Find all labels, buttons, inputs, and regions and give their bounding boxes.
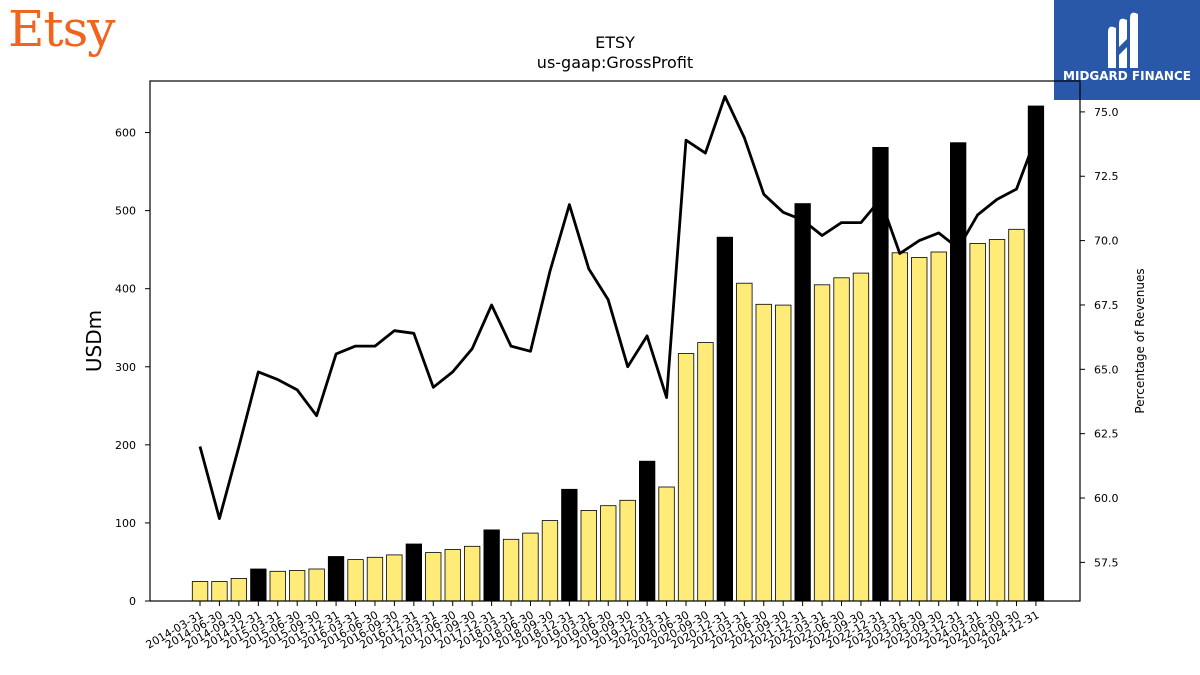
chart-title: ETSY [595,33,635,52]
y2-tick-label: 60.0 [1094,492,1119,505]
bar-2018-12-31 [561,488,578,602]
y-tick-label: 400 [115,283,136,296]
bar-2024-06-30 [988,239,1006,602]
bar-2020-09-30 [697,342,714,602]
bar-2021-09-30 [775,304,792,602]
bar-2018-03-31 [502,538,520,602]
bar-2023-09-30 [930,251,947,602]
y2-tick-label: 62.5 [1094,428,1119,441]
bar-2019-06-30 [600,505,617,602]
bar-2022-03-31 [813,284,831,602]
bar-2014-12-31 [250,568,267,602]
bar-2024-09-30 [1008,228,1025,602]
y-tick-label: 100 [115,517,136,530]
bar-2015-09-30 [308,568,325,602]
bar-2017-09-30 [463,545,481,602]
bar-2019-03-31 [580,509,597,602]
bar-2019-09-30 [619,499,636,602]
bar-2024-03-31 [969,242,986,602]
bar-2014-03-31 [191,581,209,602]
right-y-axis: 57.5 60.0 62.5 65.0 67.5 70.0 72.5 75.0 [1080,106,1119,569]
bar-2023-06-30 [911,257,928,602]
partner-name: MIDGARD FINANCE [1063,69,1191,83]
bar-2016-09-30 [386,554,403,602]
y2-tick-label: 65.0 [1094,363,1119,376]
y-tick-label: 200 [115,439,136,452]
bar-2023-12-31 [950,142,967,602]
bar-2016-12-31 [405,543,423,602]
y-tick-label: 300 [115,361,136,374]
bar-2021-03-31 [736,282,753,602]
bar-2020-06-30 [677,353,695,602]
bar-2021-06-30 [755,303,772,602]
percentage-line-series [198,95,1038,520]
plot-frame [149,80,1081,602]
y2-tick-label: 70.0 [1094,235,1119,248]
bar-2016-06-30 [366,556,384,602]
y-tick-label: 600 [115,127,136,140]
bar-2022-09-30 [852,272,870,602]
bar-2020-12-31 [716,236,733,602]
y-axis-label: USDm [82,310,106,372]
bar-2024-12-31 [1027,105,1045,602]
bar-2018-06-30 [522,532,539,602]
midgard-finance-logo: MIDGARD FINANCE [1054,0,1200,100]
bar-2021-12-31 [794,203,811,602]
bar-2014-06-30 [211,581,228,602]
etsy-logo: Etsy [8,0,115,58]
y2-tick-label: 72.5 [1094,170,1119,183]
percentage-line [198,95,1038,520]
bar-2017-12-31 [483,529,500,602]
bar-2015-03-31 [269,570,286,602]
bar-2017-06-30 [444,549,461,602]
bar-2019-12-31 [639,460,656,602]
bar-2017-03-31 [425,552,442,602]
chart-subtitle: us-gaap:GrossProfit [537,53,693,72]
bar-2014-09-30 [230,578,248,602]
bar-2018-09-30 [541,520,559,602]
y-tick-label: 0 [129,595,136,608]
bar-2016-03-31 [347,559,364,602]
left-y-axis: 0 100 200 300 400 500 600 [115,127,150,608]
y2-tick-label: 57.5 [1094,556,1119,569]
y2-axis-label: Percentage of Revenues [1133,268,1147,413]
y-tick-label: 500 [115,205,136,218]
midgard-m-icon [1108,12,1138,69]
bar-series [191,105,1045,602]
bar-2015-06-30 [288,570,306,602]
bar-2015-12-31 [327,556,345,602]
bar-2022-06-30 [833,277,850,602]
y2-tick-label: 75.0 [1094,106,1119,119]
bar-2020-03-31 [658,486,675,602]
x-axis: 2014-03-312014-06-302014-09-302014-12-31… [144,601,1041,652]
bar-2023-03-31 [891,252,908,602]
y2-tick-label: 67.5 [1094,299,1119,312]
